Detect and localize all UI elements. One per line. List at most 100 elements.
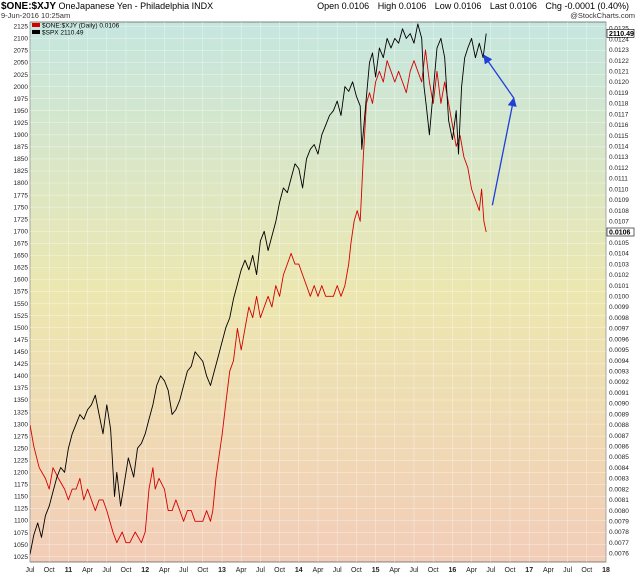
left-marker-label: 2110.49 [609, 31, 634, 38]
right-tick-label: 0.0124 [609, 36, 629, 43]
chart-date: 9-Jun-2016 10:25am [1, 11, 71, 20]
right-tick-label: 0.0101 [609, 283, 629, 290]
left-tick-label: 1050 [14, 542, 29, 549]
series-layer [30, 23, 487, 555]
right-tick-label: 0.0112 [609, 165, 629, 172]
right-tick-label: 0.0093 [609, 368, 629, 375]
right-tick-label: 0.0098 [609, 315, 629, 322]
left-tick-label: 1725 [14, 216, 29, 223]
open-label: Open [317, 1, 340, 11]
left-tick-label: 1425 [14, 361, 29, 368]
right-tick-label: 0.0109 [609, 197, 629, 204]
right-tick-label: 0.0078 [609, 529, 629, 536]
x-tick-label: Jul [486, 567, 495, 574]
right-tick-label: 0.0084 [609, 465, 629, 472]
legend-entry-xjy: $ONE:$XJY (Daily) 0.0106 [42, 23, 120, 30]
right-tick-label: 0.0116 [609, 122, 629, 129]
x-tick-label: Oct [121, 567, 132, 574]
right-tick-label: 0.0091 [609, 390, 629, 397]
right-tick-label: 0.0115 [609, 133, 629, 140]
right-tick-label: 0.0100 [609, 293, 629, 300]
x-tick-label: Jul [256, 567, 265, 574]
x-tick-label: Oct [197, 567, 208, 574]
series-line-xjy [30, 49, 487, 544]
right-marker-label: 0.0106 [609, 230, 631, 237]
left-tick-label: 1325 [14, 409, 29, 416]
right-tick-label: 0.0076 [609, 551, 629, 558]
right-tick-label: 0.0099 [609, 304, 629, 311]
legend-swatch-xjy [32, 23, 40, 27]
left-tick-label: 1750 [14, 204, 29, 211]
x-tick-label: Apr [466, 567, 478, 574]
right-tick-label: 0.0123 [609, 47, 629, 54]
x-tick-label: 16 [449, 567, 457, 574]
x-tick-label: Jul [179, 567, 188, 574]
x-tick-label: Jul [102, 567, 111, 574]
brand: @StockCharts.com [570, 11, 635, 20]
right-tick-label: 0.0113 [609, 154, 629, 161]
right-tick-label: 0.0119 [609, 90, 629, 97]
right-tick-label: 0.0111 [609, 176, 628, 183]
right-tick-label: 0.0114 [609, 143, 629, 150]
right-marker-box [606, 227, 635, 237]
left-tick-label: 1700 [14, 228, 29, 235]
right-axis: 0.0076 0.0077 0.0078 0.0079 0.0080 0.0081 0.00… [606, 26, 635, 558]
left-tick-label: 1875 [14, 144, 29, 151]
legend-swatch-spx [32, 30, 40, 34]
right-tick-label: 0.0097 [609, 326, 629, 333]
annotation-arrow [491, 97, 517, 206]
right-tick-label: 0.0086 [609, 443, 629, 450]
x-tick-label: Oct [44, 567, 55, 574]
right-tick-label: 0.0120 [609, 79, 629, 86]
left-tick-label: 1825 [14, 168, 29, 175]
right-tick-label: 0.0107 [609, 218, 629, 225]
left-tick-label: 1175 [14, 482, 28, 489]
chart-header: $ONE:$XJY OneJapanese Yen - Philadelphia… [1, 1, 639, 12]
left-tick-label: 1500 [14, 325, 29, 332]
left-tick-label: 1975 [14, 96, 29, 103]
left-tick-label: 1125 [14, 506, 28, 513]
right-tick-label: 0.0108 [609, 208, 629, 215]
left-tick-label: 1250 [14, 445, 29, 452]
last-label: Last [489, 1, 507, 11]
left-tick-label: 1225 [14, 457, 29, 464]
x-tick-label: Apr [159, 567, 171, 574]
left-tick-label: 1850 [14, 156, 29, 163]
left-tick-label: 2025 [14, 72, 29, 79]
x-tick-label: Apr [389, 567, 401, 574]
right-tick-label: 0.0079 [609, 518, 629, 525]
right-tick-label: 0.0103 [609, 261, 629, 268]
left-marker-box [606, 29, 635, 38]
right-tick-label: 0.0087 [609, 433, 629, 440]
left-tick-label: 1650 [14, 253, 29, 260]
left-tick-label: 1675 [14, 241, 29, 248]
x-tick-label: 12 [141, 567, 149, 574]
left-tick-label: 1550 [14, 301, 29, 308]
grid [29, 22, 607, 562]
right-tick-label: 0.0089 [609, 411, 629, 418]
left-tick-label: 1900 [14, 132, 29, 139]
chg-label: Chg [545, 1, 562, 11]
legend-entry-spx: $SPX 2110.49 [42, 30, 84, 37]
left-axis: 1025 1050 1075 1100 1125 1150 1175 1200 1225 1250… [14, 24, 29, 561]
x-tick-label: 11 [65, 567, 73, 574]
left-tick-label: 1025 [14, 554, 29, 561]
high-label: High [377, 1, 397, 11]
right-tick-label: 0.0105 [609, 240, 629, 247]
right-tick-label: 0.0092 [609, 379, 629, 386]
low-value: 0.0106 [453, 1, 482, 11]
chart-subheader: 9-Jun-2016 10:25am @StockCharts.com [1, 11, 639, 21]
right-tick-label: 0.0118 [609, 101, 629, 108]
left-tick-label: 1625 [14, 265, 29, 272]
x-axis: Jul Oct 11 Apr Jul Oct 12 Apr Jul Oct 13 Apr Jul Oct 1… [26, 567, 610, 574]
x-tick-label: Oct [274, 567, 285, 574]
x-tick-label: Jul [26, 567, 35, 574]
left-tick-label: 1275 [14, 433, 29, 440]
left-tick-label: 2100 [14, 36, 29, 43]
left-tick-label: 1525 [14, 313, 29, 320]
right-tick-label: 0.0122 [609, 58, 629, 65]
x-tick-label: Jul [410, 567, 419, 574]
right-tick-label: 0.0083 [609, 476, 629, 483]
left-tick-label: 1475 [14, 337, 29, 344]
x-tick-label: 18 [602, 567, 610, 574]
